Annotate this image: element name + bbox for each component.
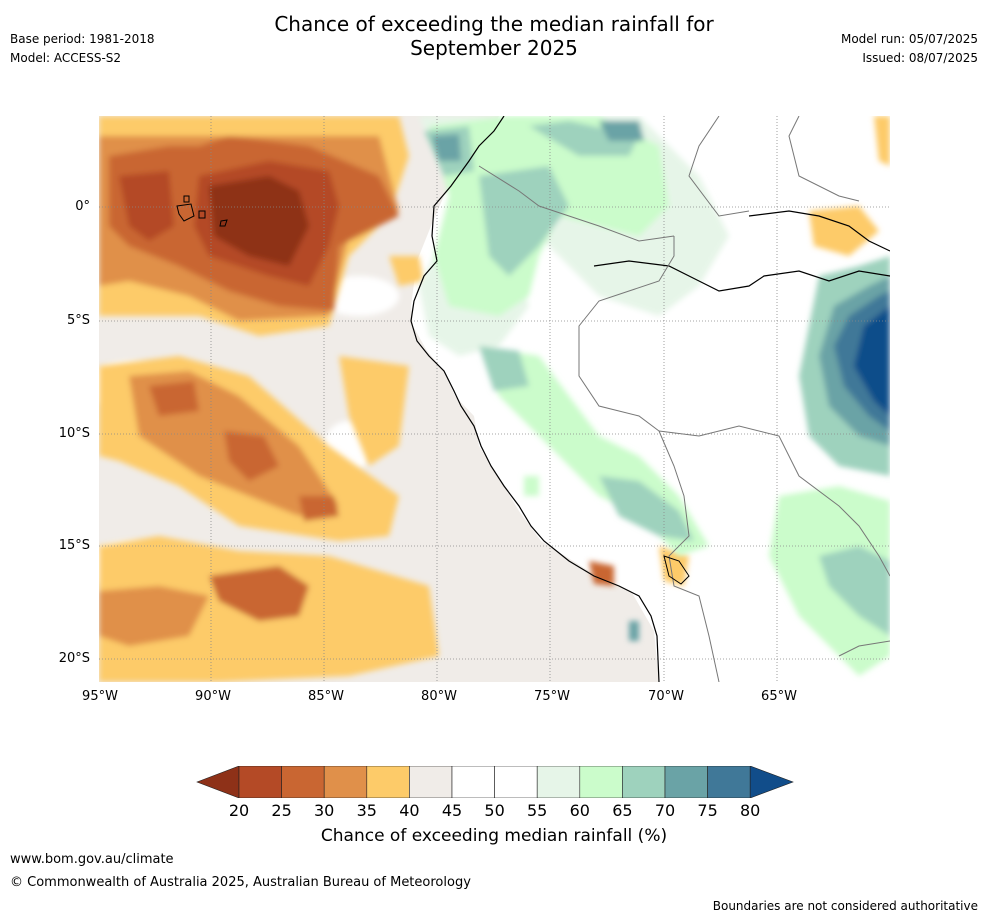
colorbar-tick-label: 45 (441, 801, 463, 820)
colorbar-segment (707, 766, 751, 798)
colorbar-segment (664, 766, 708, 798)
colorbar-segment (323, 766, 368, 798)
lon-label-70w: 70°W (648, 689, 684, 704)
map-title: Chance of exceeding the median rainfall … (0, 12, 988, 60)
colorbar-segment (238, 766, 282, 798)
colorbar-segment (281, 766, 325, 798)
coastline (410, 116, 660, 682)
colorbar-segment (451, 766, 495, 798)
lake-titicaca (663, 555, 690, 585)
colorbar-tick-label: 65 (612, 801, 633, 820)
colorbar-extend-high (749, 766, 794, 798)
lon-label-90w: 90°W (195, 689, 231, 704)
title-line-2: September 2025 (410, 36, 578, 60)
colorbar-segment (622, 766, 666, 798)
lat-label-15s: 15°S (58, 538, 90, 553)
colorbar-extend-low (196, 766, 240, 798)
colorbar-tick-label: 25 (271, 801, 292, 820)
lon-label-95w: 95°W (82, 689, 118, 704)
colorbar-tick-label: 60 (569, 801, 590, 820)
wet-anomaly-shading (419, 116, 890, 676)
colorbar-segment (494, 766, 538, 798)
colorbar-segment (536, 766, 581, 798)
colorbar-tick-label: 50 (484, 801, 505, 820)
colorbar (196, 766, 794, 798)
river-line (593, 260, 890, 292)
colorbar-title: Chance of exceeding median rainfall (%) (320, 826, 668, 846)
model-text: Model: ACCESS-S2 (10, 51, 122, 65)
lat-label-0: 0° (75, 199, 90, 214)
galapagos-islands (176, 195, 228, 227)
colorbar-tick-label: 70 (654, 801, 676, 820)
lon-label-65w: 65°W (761, 689, 797, 704)
lon-label-85w: 85°W (308, 689, 344, 704)
title-line-1: Chance of exceeding the median rainfall … (274, 12, 714, 36)
colorbar-segment (366, 766, 410, 798)
country-borders (478, 116, 890, 682)
lat-label-10s: 10°S (58, 426, 90, 441)
colorbar-tick-label: 30 (314, 801, 335, 820)
disclaimer-text: Boundaries are not considered authoritat… (712, 899, 978, 913)
lat-label-20s: 20°S (58, 651, 90, 666)
map-gridlines (99, 116, 890, 682)
dry-anomaly-shading (99, 116, 890, 682)
colorbar-tick-label: 55 (527, 801, 548, 820)
lon-label-75w: 75°W (534, 689, 570, 704)
colorbar-tick-label: 35 (356, 801, 377, 820)
rainfall-map (99, 116, 890, 682)
northern-coast-line (748, 210, 890, 252)
colorbar-tick-label: 40 (399, 801, 420, 820)
model-run-text: Model run: 05/07/2025 (840, 32, 978, 46)
colorbar-segment (409, 766, 453, 798)
copyright-text: © Commonwealth of Australia 2025, Austra… (10, 875, 471, 890)
website-url[interactable]: www.bom.gov.au/climate (10, 852, 174, 867)
issued-text: Issued: 08/07/2025 (862, 51, 978, 65)
colorbar-tick-label: 75 (697, 801, 718, 820)
lat-label-5s: 5°S (66, 313, 90, 328)
base-period-text: Base period: 1981-2018 (10, 32, 155, 46)
colorbar-tick-label: 20 (228, 801, 250, 820)
colorbar-segment (579, 766, 623, 798)
lon-label-80w: 80°W (421, 689, 457, 704)
colorbar-tick-label: 80 (740, 801, 761, 820)
